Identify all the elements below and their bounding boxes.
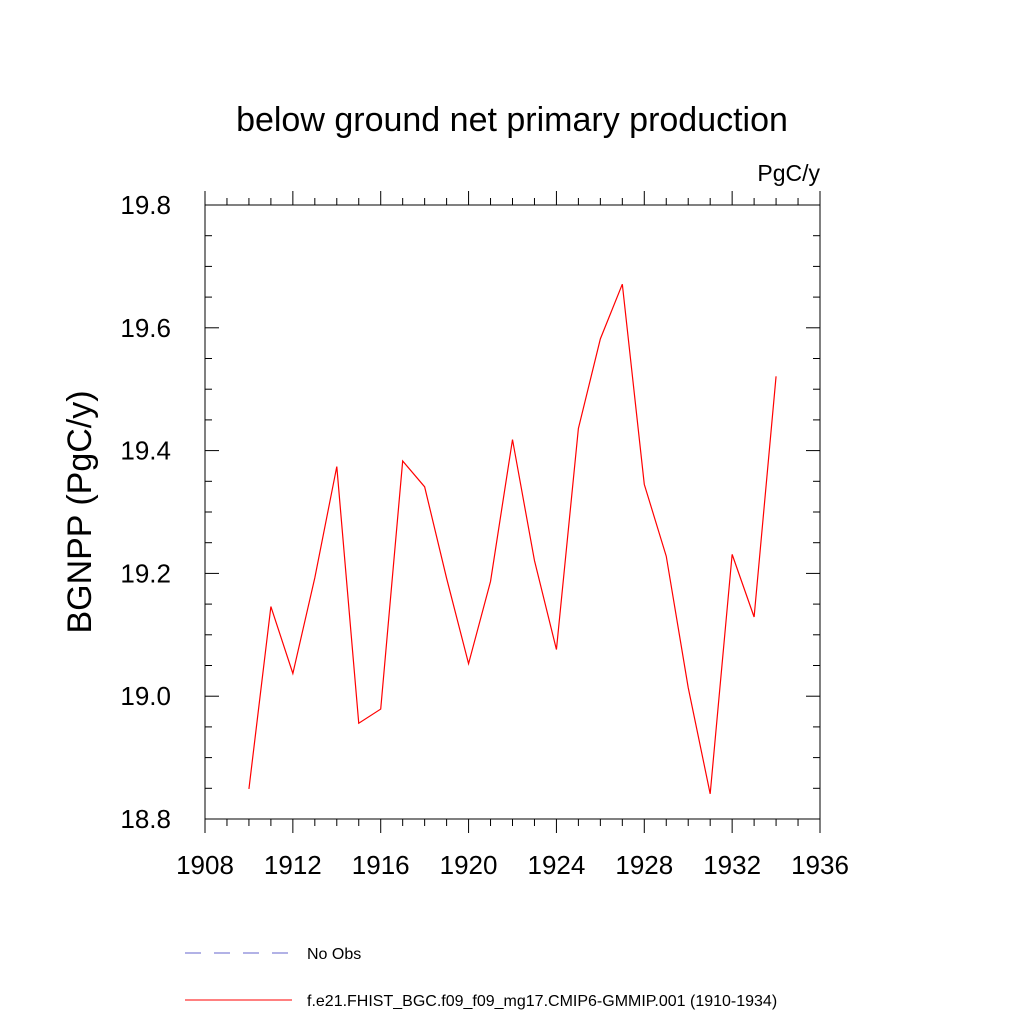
series-lines xyxy=(248,283,777,794)
x-tick-label: 1932 xyxy=(703,850,761,880)
x-tick-label: 1920 xyxy=(440,850,498,880)
y-tick-label: 19.2 xyxy=(120,558,171,588)
y-tick-labels: 18.8 19.0 19.2 19.4 19.6 19.8 xyxy=(120,190,171,834)
x-tick-label: 1908 xyxy=(176,850,234,880)
x-tick-label: 1928 xyxy=(615,850,673,880)
legend-label-0: No Obs xyxy=(307,946,361,963)
x-tick-label: 1936 xyxy=(791,850,849,880)
y-tick-label: 19.4 xyxy=(120,436,171,466)
y-tick-label: 19.6 xyxy=(120,313,171,343)
legend: No Obs f.e21.FHIST_BGC.f09_f09_mg17.CMIP6… xyxy=(185,946,777,1010)
legend-label-1: f.e21.FHIST_BGC.f09_f09_mg17.CMIP6-GMMIP… xyxy=(307,993,777,1010)
x-tick-label: 1916 xyxy=(352,850,410,880)
x-tick-labels: 1908 1912 1916 1920 1924 1928 1932 1936 xyxy=(176,850,849,880)
axis-ticks xyxy=(204,191,821,833)
chart-title: below ground net primary production xyxy=(236,101,788,139)
y-axis-label: BGNPP (PgC/y) xyxy=(61,390,99,633)
y-tick-label: 19.8 xyxy=(120,190,171,220)
y-tick-label: 18.8 xyxy=(120,804,171,834)
series-line-0 xyxy=(248,283,777,794)
x-tick-label: 1924 xyxy=(528,850,586,880)
y-tick-label: 19.0 xyxy=(120,681,171,711)
x-tick-label: 1912 xyxy=(264,850,322,880)
units-label: PgC/y xyxy=(757,160,820,186)
plot-frame xyxy=(204,204,821,820)
